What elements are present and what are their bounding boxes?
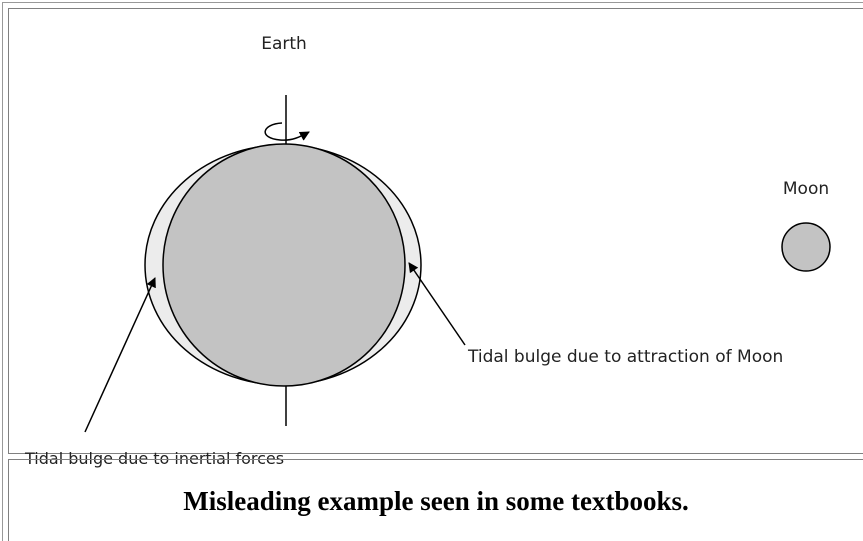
label: Tidal bulge due to attraction of Moon <box>467 347 783 367</box>
arrow <box>85 278 155 432</box>
moon-label: Moon <box>783 179 829 199</box>
earth-label: Earth <box>261 34 307 54</box>
rotation-arrow <box>265 123 309 140</box>
earth <box>163 144 405 386</box>
caption-box: Misleading example seen in some textbook… <box>8 459 863 541</box>
caption: Misleading example seen in some textbook… <box>9 486 863 517</box>
moon <box>782 223 830 271</box>
arrow <box>409 263 465 345</box>
